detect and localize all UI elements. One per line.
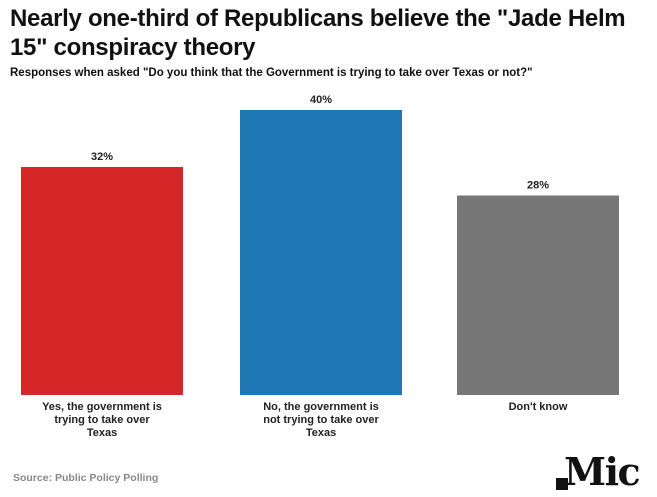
bar-1 <box>21 167 183 395</box>
bar-value-label-3: 28% <box>527 180 549 192</box>
logo-wordmark: Mic <box>564 449 641 494</box>
source-note: Source: Public Policy Polling <box>13 472 159 484</box>
category-label-1: Yes, the government is trying to take ove… <box>42 401 162 439</box>
bar-value-label-1: 32% <box>91 151 113 163</box>
bar-value-label-2: 40% <box>310 94 332 106</box>
bar-3 <box>457 195 619 395</box>
chart-subtitle: Responses when asked "Do you think that … <box>10 67 533 79</box>
mic-logo: Mic <box>556 450 652 494</box>
logo-dot <box>556 478 568 490</box>
chart-title: Nearly one-third of Republicans believe … <box>10 5 626 61</box>
category-label-2: No, the government is not trying to take … <box>263 401 379 439</box>
bar-2 <box>240 110 402 395</box>
category-label-3: Don't know <box>509 401 568 413</box>
